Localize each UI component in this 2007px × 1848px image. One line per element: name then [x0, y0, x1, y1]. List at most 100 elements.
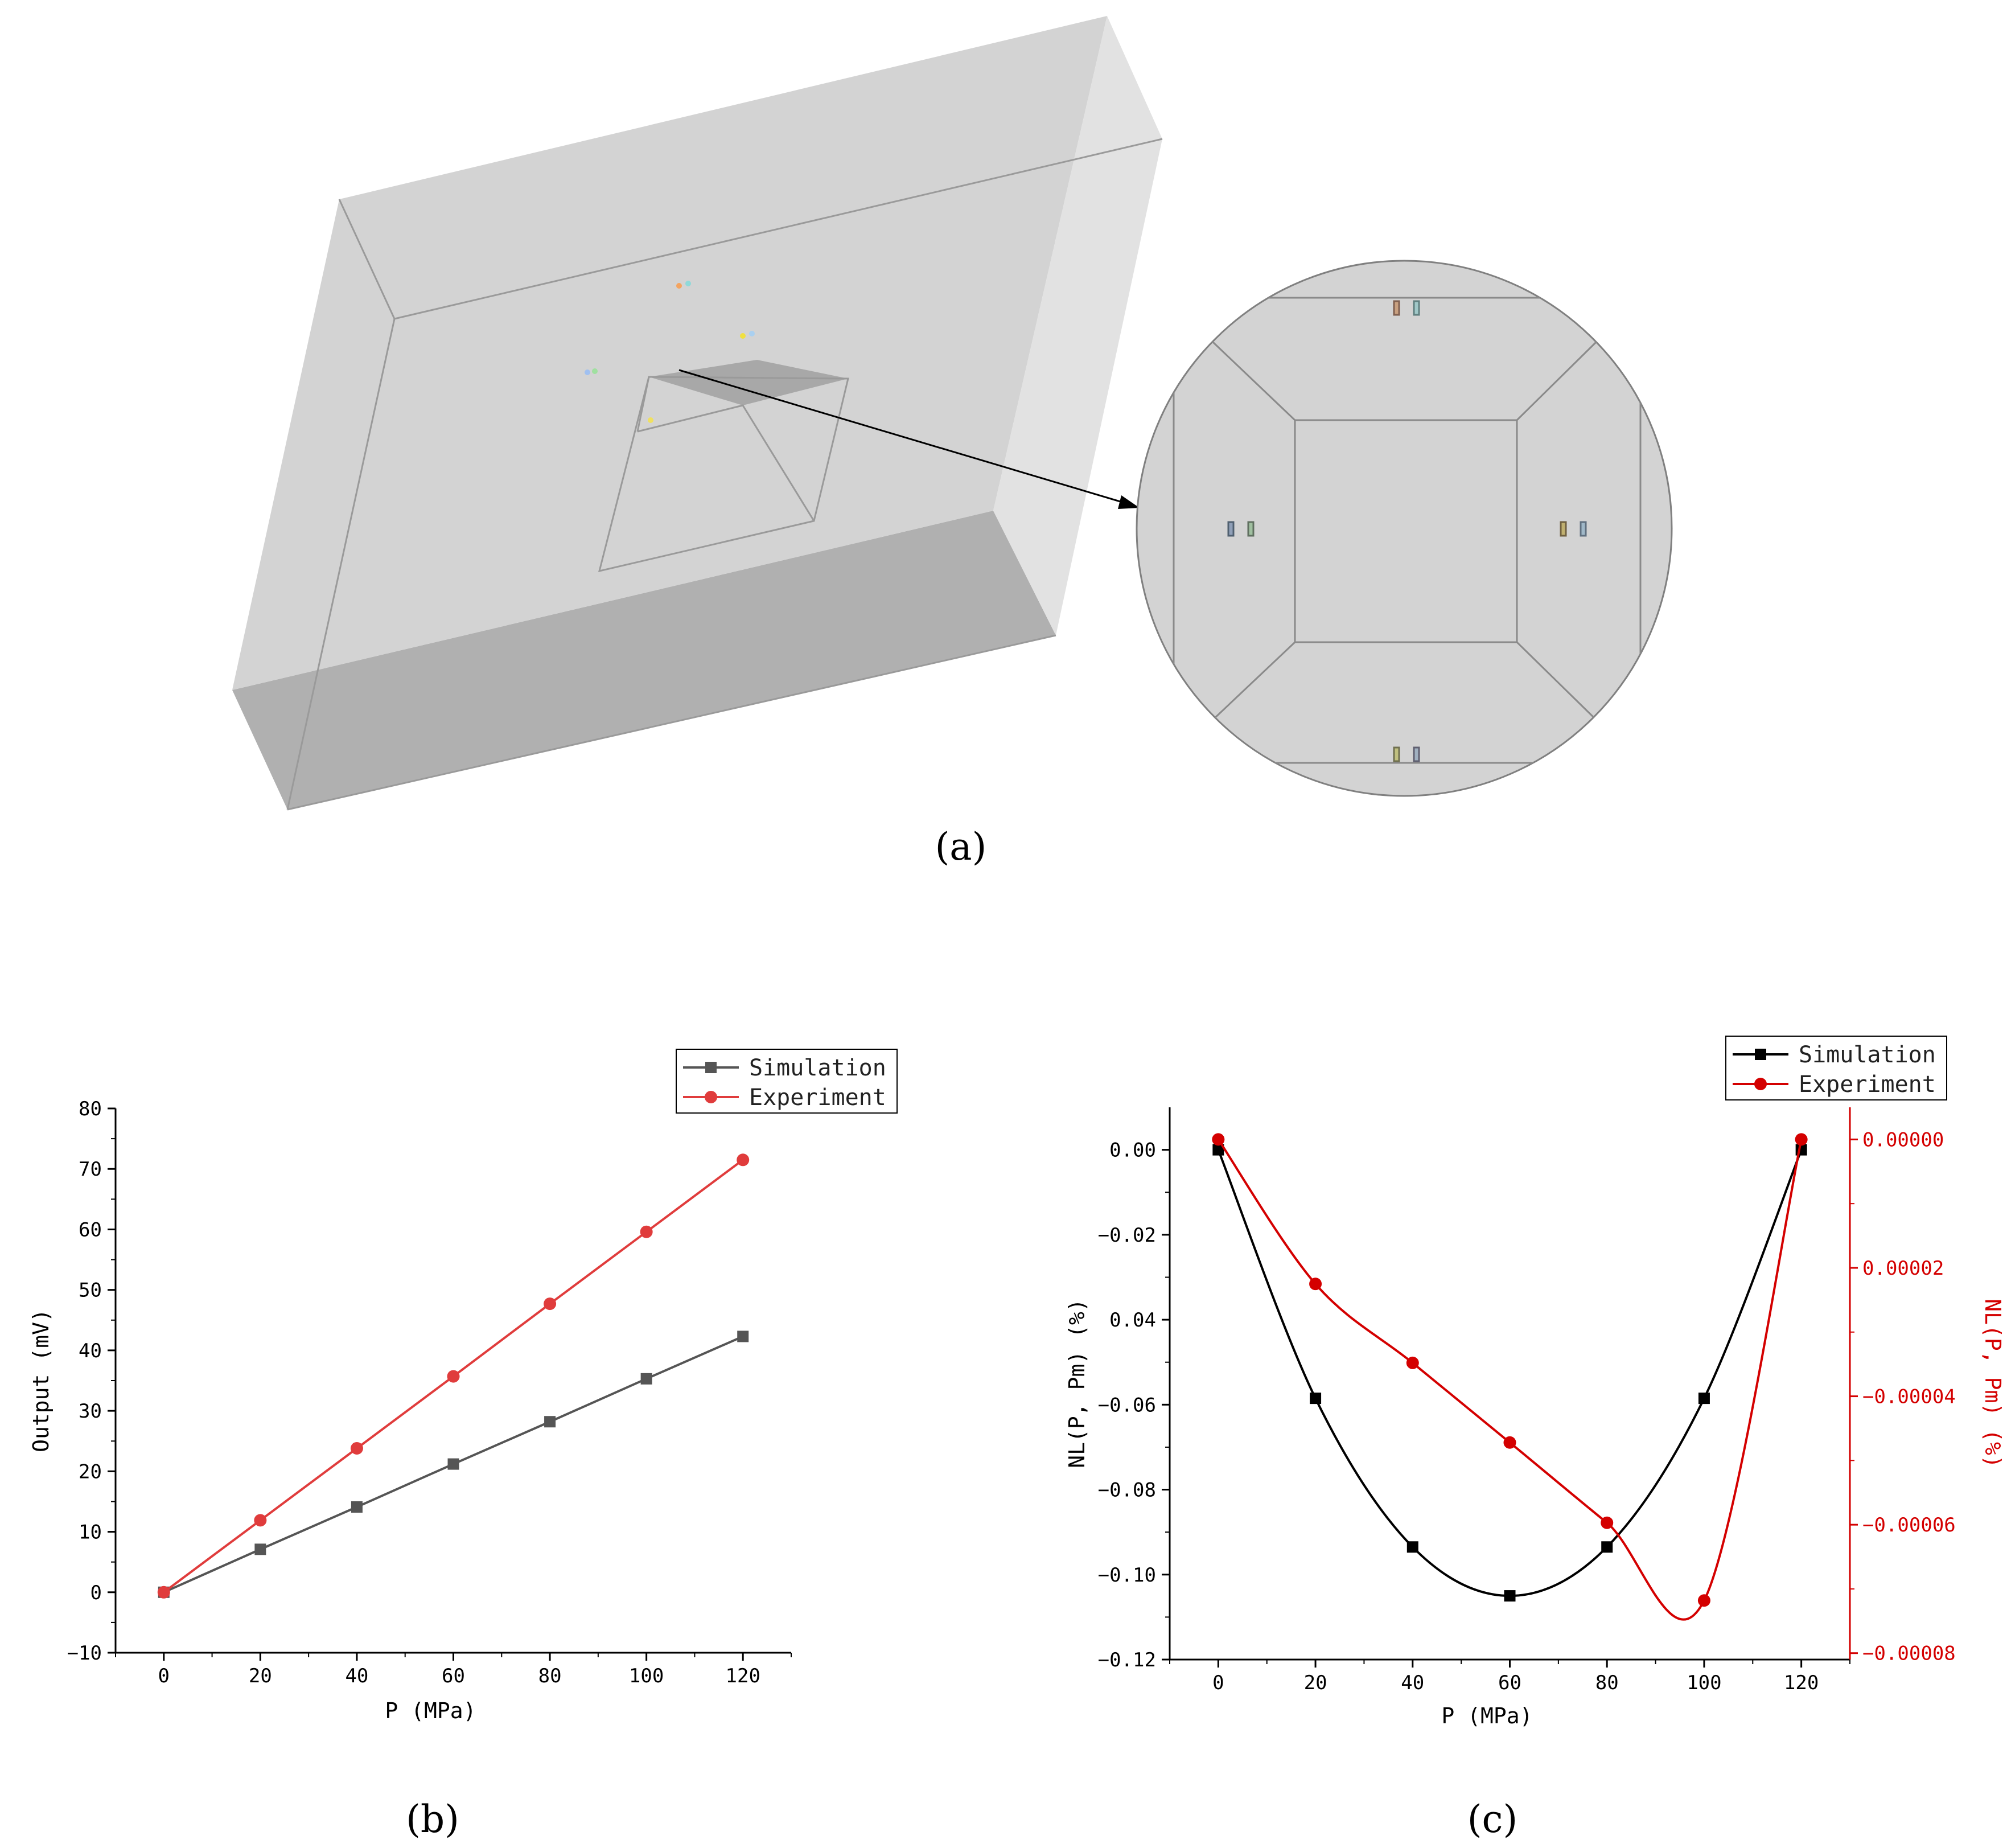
data-point [1601, 1516, 1614, 1529]
model-3d [232, 16, 1163, 811]
y-tick-label-left: −0.06 [1098, 1394, 1156, 1416]
series-line-simulation [1217, 1149, 1803, 1598]
y-tick-label-right: −0.00006 [1862, 1514, 1956, 1537]
data-point [351, 1501, 363, 1513]
y-tick-label-left: 0.04 [1109, 1309, 1156, 1332]
y-tick-label-left: −0.02 [1098, 1224, 1156, 1247]
data-point [254, 1543, 266, 1555]
y-tick-label-left: −0.08 [1098, 1479, 1156, 1502]
legend-label: Simulation [1799, 1042, 1936, 1068]
data-point [1795, 1133, 1808, 1146]
chart-b: −10 0 10 20 30 40 50 60 70 80 0 20 40 60 80 100 120 P (MP… [28, 1049, 898, 1723]
cavity-opening [649, 360, 848, 405]
data-point [544, 1416, 556, 1428]
x-tick-label: 100 [1687, 1672, 1721, 1694]
chart-c: 0.00 −0.02 0.04 −0.06 −0.08 −0.10 −0.12 0.00000… [1064, 1036, 2005, 1728]
y-tick-label-right: 0.00002 [1862, 1257, 1944, 1280]
data-point [1212, 1133, 1225, 1146]
x-tick-label: 120 [726, 1665, 760, 1687]
x-tick-label: 0 [158, 1665, 170, 1687]
sensor-dot [648, 417, 653, 423]
x-tick-label: 80 [538, 1665, 562, 1687]
y-tick-label-right: −0.00004 [1862, 1386, 1956, 1408]
data-point [1212, 1144, 1224, 1156]
data-point [1504, 1590, 1516, 1602]
legend-label: Experiment [1799, 1071, 1936, 1098]
box-inner-edge [286, 318, 396, 810]
sensor-dot [585, 369, 590, 375]
x-axis-title: P (MPa) [385, 1698, 476, 1723]
legend-marker [1754, 1078, 1767, 1090]
panel-b-label: (b) [406, 1797, 459, 1841]
data-point [737, 1153, 750, 1167]
x-tick-label: 20 [249, 1665, 272, 1687]
y-tick-label: 70 [79, 1158, 102, 1181]
box-bottom-edge [287, 634, 1056, 811]
x-tick-label: 60 [1498, 1672, 1521, 1694]
data-point [1310, 1393, 1322, 1405]
y-tick-label-right: 0.00000 [1862, 1128, 1944, 1151]
y-tick-label: 80 [79, 1098, 102, 1120]
y-tick-label: −10 [67, 1642, 102, 1665]
data-point [640, 1373, 652, 1385]
data-point [447, 1458, 459, 1470]
x-axis-title: P (MPa) [1441, 1703, 1532, 1728]
y-tick-label-left: −0.12 [1098, 1649, 1156, 1672]
x-tick-label: 0 [1212, 1672, 1224, 1694]
data-point [1406, 1541, 1418, 1553]
legend-marker [705, 1062, 717, 1073]
panel-c-label: (c) [1467, 1797, 1517, 1841]
y-axis-title: Output (mV) [28, 1309, 54, 1452]
x-tick-label: 100 [629, 1665, 664, 1687]
sensor-dot [749, 331, 755, 336]
cavity-line [636, 376, 650, 432]
data-point [1601, 1541, 1613, 1553]
x-tick-label: 40 [345, 1665, 368, 1687]
x-tick-label: 20 [1304, 1672, 1327, 1694]
data-point [640, 1225, 653, 1238]
piezoresistors [1227, 300, 1587, 762]
x-tick-label: 80 [1595, 1672, 1619, 1694]
sensor-dot [676, 283, 682, 289]
y-tick-label: 0 [91, 1582, 102, 1604]
data-point [1698, 1393, 1710, 1405]
sensor-dot [685, 281, 691, 286]
panel-a-label: (a) [935, 825, 987, 869]
x-tick-label: 60 [442, 1665, 465, 1687]
legend-label: Experiment [749, 1085, 886, 1111]
data-point [1503, 1436, 1516, 1449]
y-tick-label-left: −0.10 [1098, 1564, 1156, 1587]
y-tick-label-right: −0.00008 [1862, 1642, 1956, 1665]
box-top-face [232, 16, 1107, 690]
data-point [737, 1330, 749, 1342]
y-tick-label: 50 [79, 1279, 102, 1302]
zoom-detail [1136, 260, 1673, 797]
zoom-diaphragm [1294, 419, 1518, 643]
y-tick-label: 20 [79, 1460, 102, 1483]
sensor-dot [740, 333, 746, 339]
data-point [1406, 1356, 1419, 1369]
y-tick-label: 30 [79, 1400, 102, 1423]
zoom-arrow [678, 369, 1130, 506]
legend-marker [705, 1091, 717, 1103]
data-point [1697, 1594, 1710, 1607]
legend-label: Simulation [749, 1055, 886, 1081]
y-axis-title-left: NL(P, Pm) (%) [1064, 1299, 1089, 1468]
legend-marker [1755, 1049, 1766, 1060]
data-point [447, 1370, 460, 1383]
data-point [1309, 1278, 1322, 1291]
x-tick-label: 120 [1784, 1672, 1819, 1694]
y-tick-label-left: 0.00 [1109, 1139, 1156, 1162]
box-right-face [993, 16, 1162, 635]
sensor-dot [592, 368, 598, 374]
y-axis-title-right: NL(P, Pm) (%) [1980, 1299, 2005, 1468]
y-tick-label: 60 [79, 1218, 102, 1241]
data-point [544, 1297, 557, 1311]
zoom-arrowhead [1118, 495, 1140, 509]
data-point [350, 1442, 363, 1455]
data-point [157, 1586, 170, 1599]
y-tick-label: 10 [79, 1521, 102, 1544]
cavity-inner-lines [637, 404, 815, 521]
y-tick-label: 40 [79, 1340, 102, 1362]
